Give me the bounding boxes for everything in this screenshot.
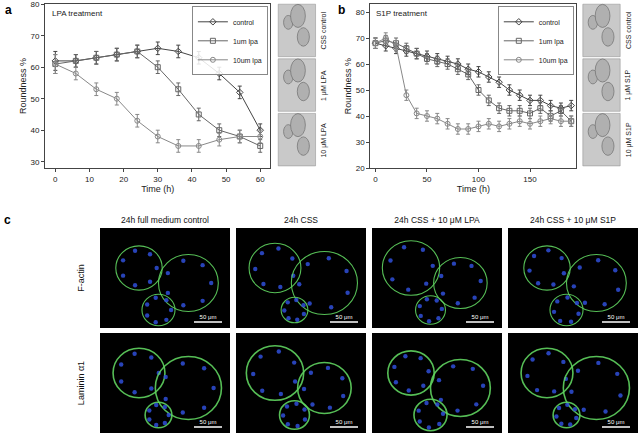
svg-text:50 μm: 50 μm xyxy=(472,419,489,425)
svg-text:50 μm: 50 μm xyxy=(608,314,625,320)
svg-text:0: 0 xyxy=(53,175,58,184)
svg-text:24h CSS + 10 μM LPA: 24h CSS + 10 μM LPA xyxy=(394,215,480,225)
svg-text:40: 40 xyxy=(187,175,196,184)
svg-text:LPA treatment: LPA treatment xyxy=(52,9,103,18)
svg-text:CSS control: CSS control xyxy=(625,11,632,49)
svg-text:60: 60 xyxy=(356,60,365,69)
svg-text:10um lpa: 10um lpa xyxy=(233,57,262,65)
svg-text:Time (h): Time (h) xyxy=(141,184,174,194)
svg-text:24h CSS: 24h CSS xyxy=(284,215,318,225)
svg-text:50 μm: 50 μm xyxy=(472,314,489,320)
svg-text:CSS control: CSS control xyxy=(320,12,327,50)
svg-text:40: 40 xyxy=(356,112,365,121)
svg-text:30: 30 xyxy=(356,138,365,147)
svg-text:50 μm: 50 μm xyxy=(200,314,217,320)
svg-text:80: 80 xyxy=(356,8,365,17)
svg-text:70: 70 xyxy=(31,32,40,41)
svg-text:50: 50 xyxy=(423,175,432,184)
svg-text:1um lpa: 1um lpa xyxy=(539,38,564,46)
svg-text:F-actin: F-actin xyxy=(76,264,86,292)
svg-text:50 μm: 50 μm xyxy=(336,314,353,320)
svg-text:50: 50 xyxy=(222,175,231,184)
svg-text:60: 60 xyxy=(31,63,40,72)
svg-text:50 μm: 50 μm xyxy=(336,419,353,425)
svg-text:1 μM LPA: 1 μM LPA xyxy=(320,70,328,101)
svg-text:control: control xyxy=(233,19,254,26)
svg-text:Roundness %: Roundness % xyxy=(343,58,353,114)
svg-text:control: control xyxy=(539,19,560,26)
svg-text:10 μM LPA: 10 μM LPA xyxy=(320,123,328,158)
svg-text:24h CSS + 10 μM S1P: 24h CSS + 10 μM S1P xyxy=(530,215,616,225)
svg-text:30: 30 xyxy=(153,175,162,184)
svg-text:40: 40 xyxy=(31,126,40,135)
svg-text:b: b xyxy=(338,3,345,17)
svg-text:Roundness %: Roundness % xyxy=(18,58,28,114)
svg-text:30: 30 xyxy=(31,158,40,167)
svg-text:0: 0 xyxy=(373,175,378,184)
svg-text:150: 150 xyxy=(523,175,537,184)
svg-text:Laminin α1: Laminin α1 xyxy=(76,361,86,405)
svg-text:10: 10 xyxy=(85,175,94,184)
svg-text:Time (h): Time (h) xyxy=(457,184,490,194)
svg-text:1um lpa: 1um lpa xyxy=(233,38,258,46)
svg-text:10um lpa: 10um lpa xyxy=(539,57,568,65)
svg-text:c: c xyxy=(4,213,11,227)
svg-text:1 μM S1P: 1 μM S1P xyxy=(624,69,632,100)
svg-text:50 μm: 50 μm xyxy=(608,419,625,425)
svg-text:24h full medium control: 24h full medium control xyxy=(121,215,209,225)
svg-text:20: 20 xyxy=(119,175,128,184)
svg-text:20: 20 xyxy=(356,164,365,173)
svg-text:10 μM S1P: 10 μM S1P xyxy=(625,122,633,157)
svg-text:50 μm: 50 μm xyxy=(200,419,217,425)
svg-text:70: 70 xyxy=(356,34,365,43)
svg-text:80: 80 xyxy=(31,0,40,9)
svg-text:60: 60 xyxy=(256,175,265,184)
svg-text:50: 50 xyxy=(31,95,40,104)
svg-text:a: a xyxy=(5,3,12,17)
svg-text:50: 50 xyxy=(356,86,365,95)
svg-text:100: 100 xyxy=(472,175,486,184)
svg-text:S1P treatment: S1P treatment xyxy=(376,9,428,18)
